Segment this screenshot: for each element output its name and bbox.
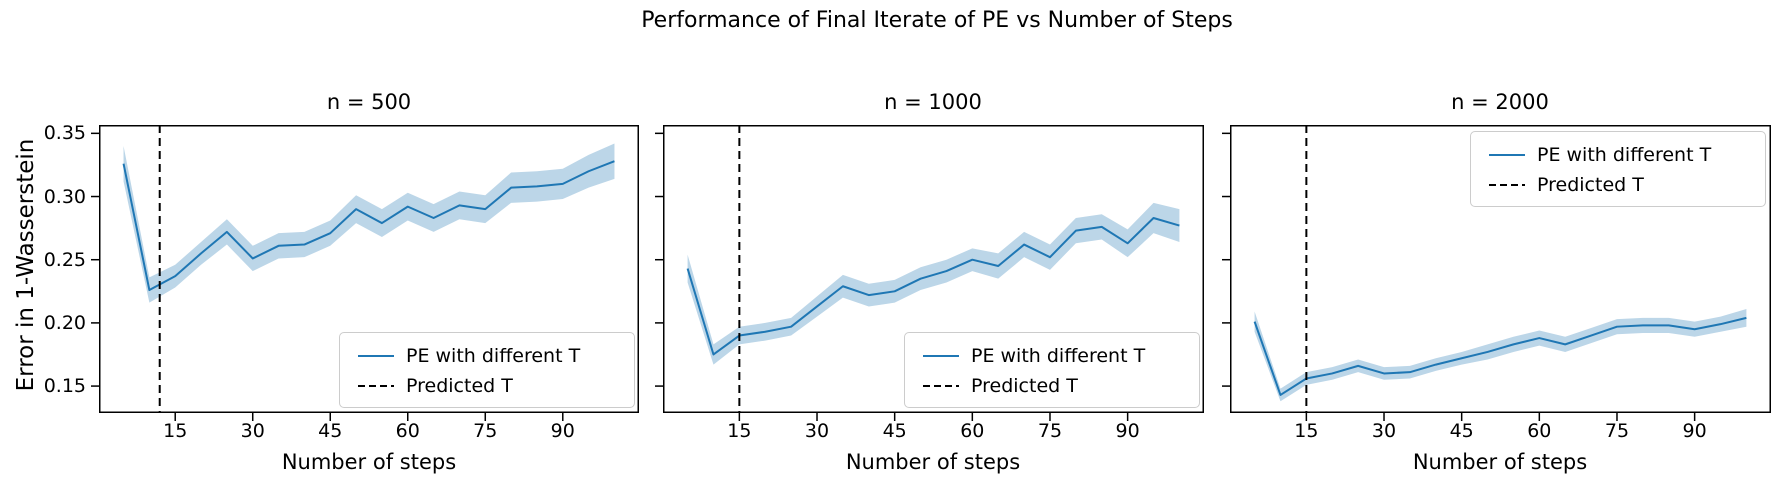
legend-label: PE with different T	[1537, 144, 1712, 166]
legend-dashed-sample-icon	[1489, 184, 1525, 186]
legend-entry-predicted-t: Predicted T	[905, 371, 1078, 401]
x-tick-label: 90	[1682, 420, 1707, 442]
plot-area-1000	[655, 125, 1204, 421]
x-tick-label: 15	[1294, 420, 1319, 442]
y-tick-label: 0.20	[43, 311, 86, 334]
x-tick-label: 90	[550, 420, 575, 442]
pe-line	[686, 217, 1180, 356]
x-tick-label: 60	[960, 420, 985, 442]
pe-line	[122, 160, 615, 292]
x-tick-label: 30	[1371, 420, 1397, 442]
legend-line-sample-icon	[1489, 154, 1525, 156]
x-tick-label: 75	[473, 420, 498, 442]
x-tick-label: 90	[1115, 420, 1140, 442]
subplot-title-n500: n = 500	[326, 90, 412, 114]
x-tick-label: 45	[1449, 420, 1474, 442]
x-tick-label: 15	[163, 420, 188, 442]
subplot-title-n2000: n = 2000	[1451, 90, 1549, 114]
y-tick-label: 0.30	[43, 185, 86, 208]
legend-label: Predicted T	[406, 375, 513, 397]
plot-area-500	[91, 125, 639, 421]
confidence-band	[687, 202, 1180, 365]
legend-entry-pe-line: PE with different T	[905, 341, 1145, 371]
x-tick-label: 45	[318, 420, 343, 442]
legend-entry-predicted-t: Predicted T	[1471, 170, 1644, 200]
legend: PE with different T Predicted T	[339, 332, 635, 408]
legend-entry-pe-line: PE with different T	[1471, 140, 1711, 170]
y-tick-label: 0.25	[43, 248, 86, 271]
y-tick-label: 0.15	[43, 375, 86, 398]
legend-line-sample-icon	[358, 355, 394, 357]
x-tick-label: 60	[395, 420, 420, 442]
x-tick-label: 30	[240, 420, 265, 442]
y-tick-label: 0.35	[43, 122, 86, 145]
x-tick-label: 30	[804, 420, 830, 442]
legend-dashed-sample-icon	[923, 385, 959, 387]
x-axis-label-2: Number of steps	[845, 450, 1021, 474]
plot-area-2000	[1222, 125, 1771, 421]
pe-line	[1253, 316, 1747, 396]
confidence-band	[1254, 308, 1747, 402]
legend-entry-pe-line: PE with different T	[340, 341, 580, 371]
legend-label: PE with different T	[971, 345, 1146, 367]
figure-title: Performance of Final Iterate of PE vs Nu…	[641, 8, 1233, 33]
legend-label: Predicted T	[1537, 174, 1644, 196]
x-tick-label: 45	[882, 420, 907, 442]
legend-label: PE with different T	[406, 345, 581, 367]
legend-entry-predicted-t: Predicted T	[340, 371, 513, 401]
legend-line-sample-icon	[923, 355, 959, 357]
confidence-band	[123, 143, 615, 303]
x-tick-label: 75	[1037, 420, 1063, 442]
x-tick-label: 75	[1604, 420, 1630, 442]
axes-spines	[99, 125, 639, 413]
legend: PE with different T Predicted T	[1470, 131, 1766, 207]
x-tick-label: 15	[727, 420, 752, 442]
axes-spines	[1230, 125, 1771, 413]
legend-label: Predicted T	[971, 375, 1078, 397]
x-tick-label: 60	[1527, 420, 1552, 442]
legend-dashed-sample-icon	[358, 385, 394, 387]
x-axis-label-1: Number of steps	[281, 450, 457, 474]
axes-spines	[663, 125, 1204, 413]
subplot-title-n1000: n = 1000	[884, 90, 982, 114]
x-axis-label-3: Number of steps	[1412, 450, 1588, 474]
legend: PE with different T Predicted T	[904, 332, 1200, 408]
